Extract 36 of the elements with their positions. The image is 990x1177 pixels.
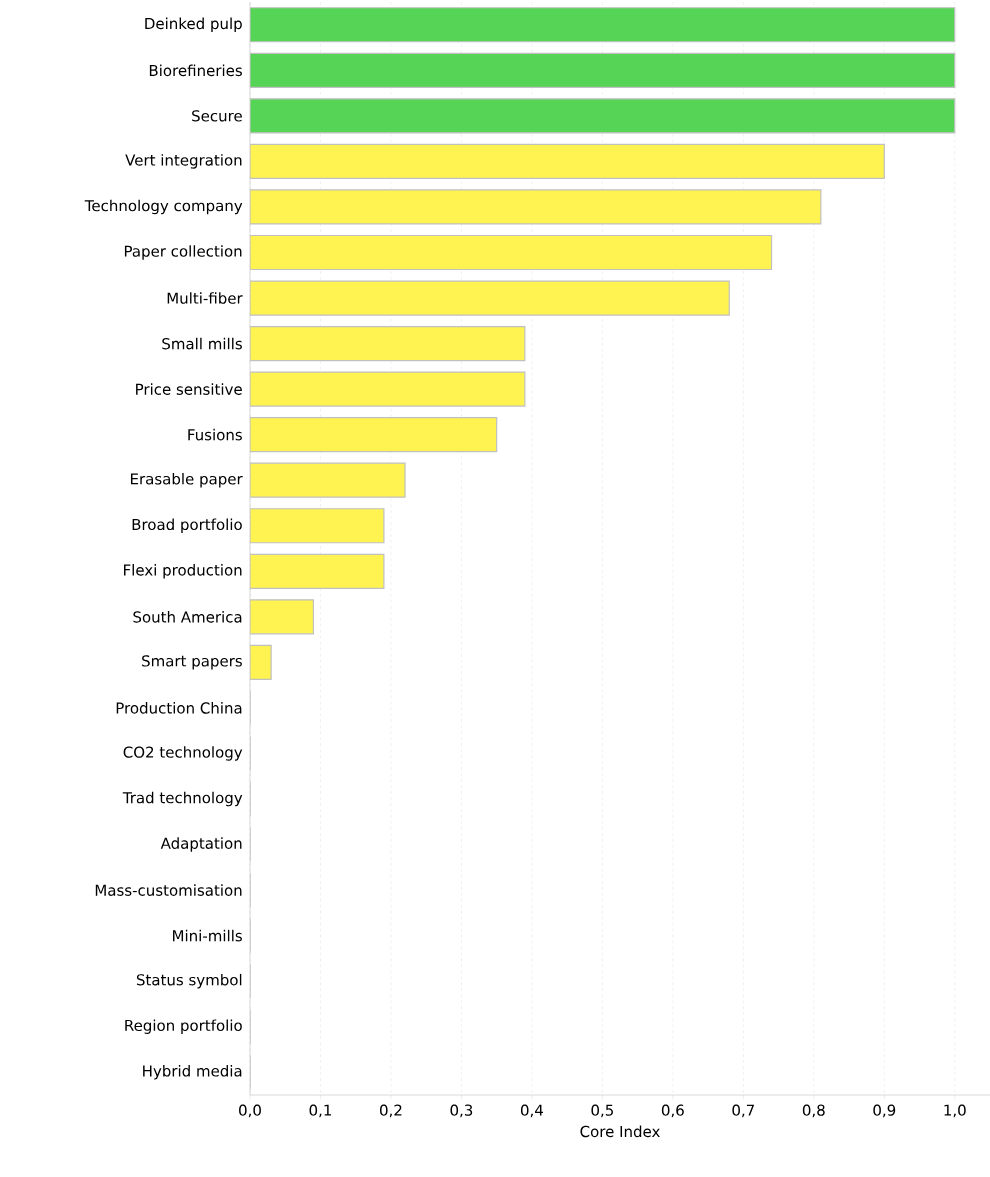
x-tick-label: 0,9: [873, 1104, 896, 1118]
y-tick-label: Production China: [116, 702, 242, 714]
y-tick-label: South America: [133, 611, 242, 623]
x-tick-label: 0,1: [309, 1104, 332, 1118]
y-tick-label: Paper collection: [124, 245, 242, 260]
x-tick-label: 0,3: [450, 1104, 473, 1118]
y-tick-label: Mini-mills: [173, 929, 242, 942]
x-tick-label: 0,4: [520, 1104, 543, 1118]
y-tick-label: Multi-fiber: [167, 292, 243, 304]
x-tick-label: 0,7: [732, 1104, 754, 1118]
y-tick-label: CO2 technology: [123, 746, 243, 761]
y-tick-label: Trad technology: [122, 791, 243, 807]
y-tick-label: Secure: [192, 110, 242, 122]
y-tick-label: Small mills: [162, 337, 242, 350]
x-tick-label: 0,8: [802, 1104, 825, 1118]
y-tick-label: Price sensitive: [136, 383, 242, 395]
x-tick-label: 1,0: [944, 1104, 966, 1118]
y-tick-label: Technology company: [84, 199, 243, 215]
y-tick-label: Hybrid media: [143, 1064, 242, 1080]
y-tick-label: Deinked pulp: [145, 17, 242, 33]
x-tick-label: 0,5: [591, 1104, 613, 1118]
y-tick-label: Status symbol: [136, 973, 242, 989]
y-tick-label: Flexi production: [124, 564, 242, 579]
y-tick-label: Region portfolio: [125, 1019, 242, 1034]
y-tick-label: Adaptation: [160, 837, 242, 852]
y-tick-label: Biorefineries: [149, 64, 242, 77]
y-tick-label: Fusions: [188, 428, 242, 441]
y-tick-label: Mass-customisation: [95, 884, 242, 896]
x-tick-label: 0,6: [661, 1104, 684, 1118]
x-tick-label: 0,2: [380, 1104, 402, 1118]
x-tick-label: 0,0: [239, 1104, 261, 1118]
y-tick-label: Broad portfolio: [132, 518, 242, 533]
y-tick-label: Smart papers: [142, 655, 242, 670]
y-tick-label: Vert integration: [125, 154, 242, 169]
x-axis-title: Core Index: [580, 1125, 660, 1138]
y-tick-label: Erasable paper: [130, 472, 243, 488]
